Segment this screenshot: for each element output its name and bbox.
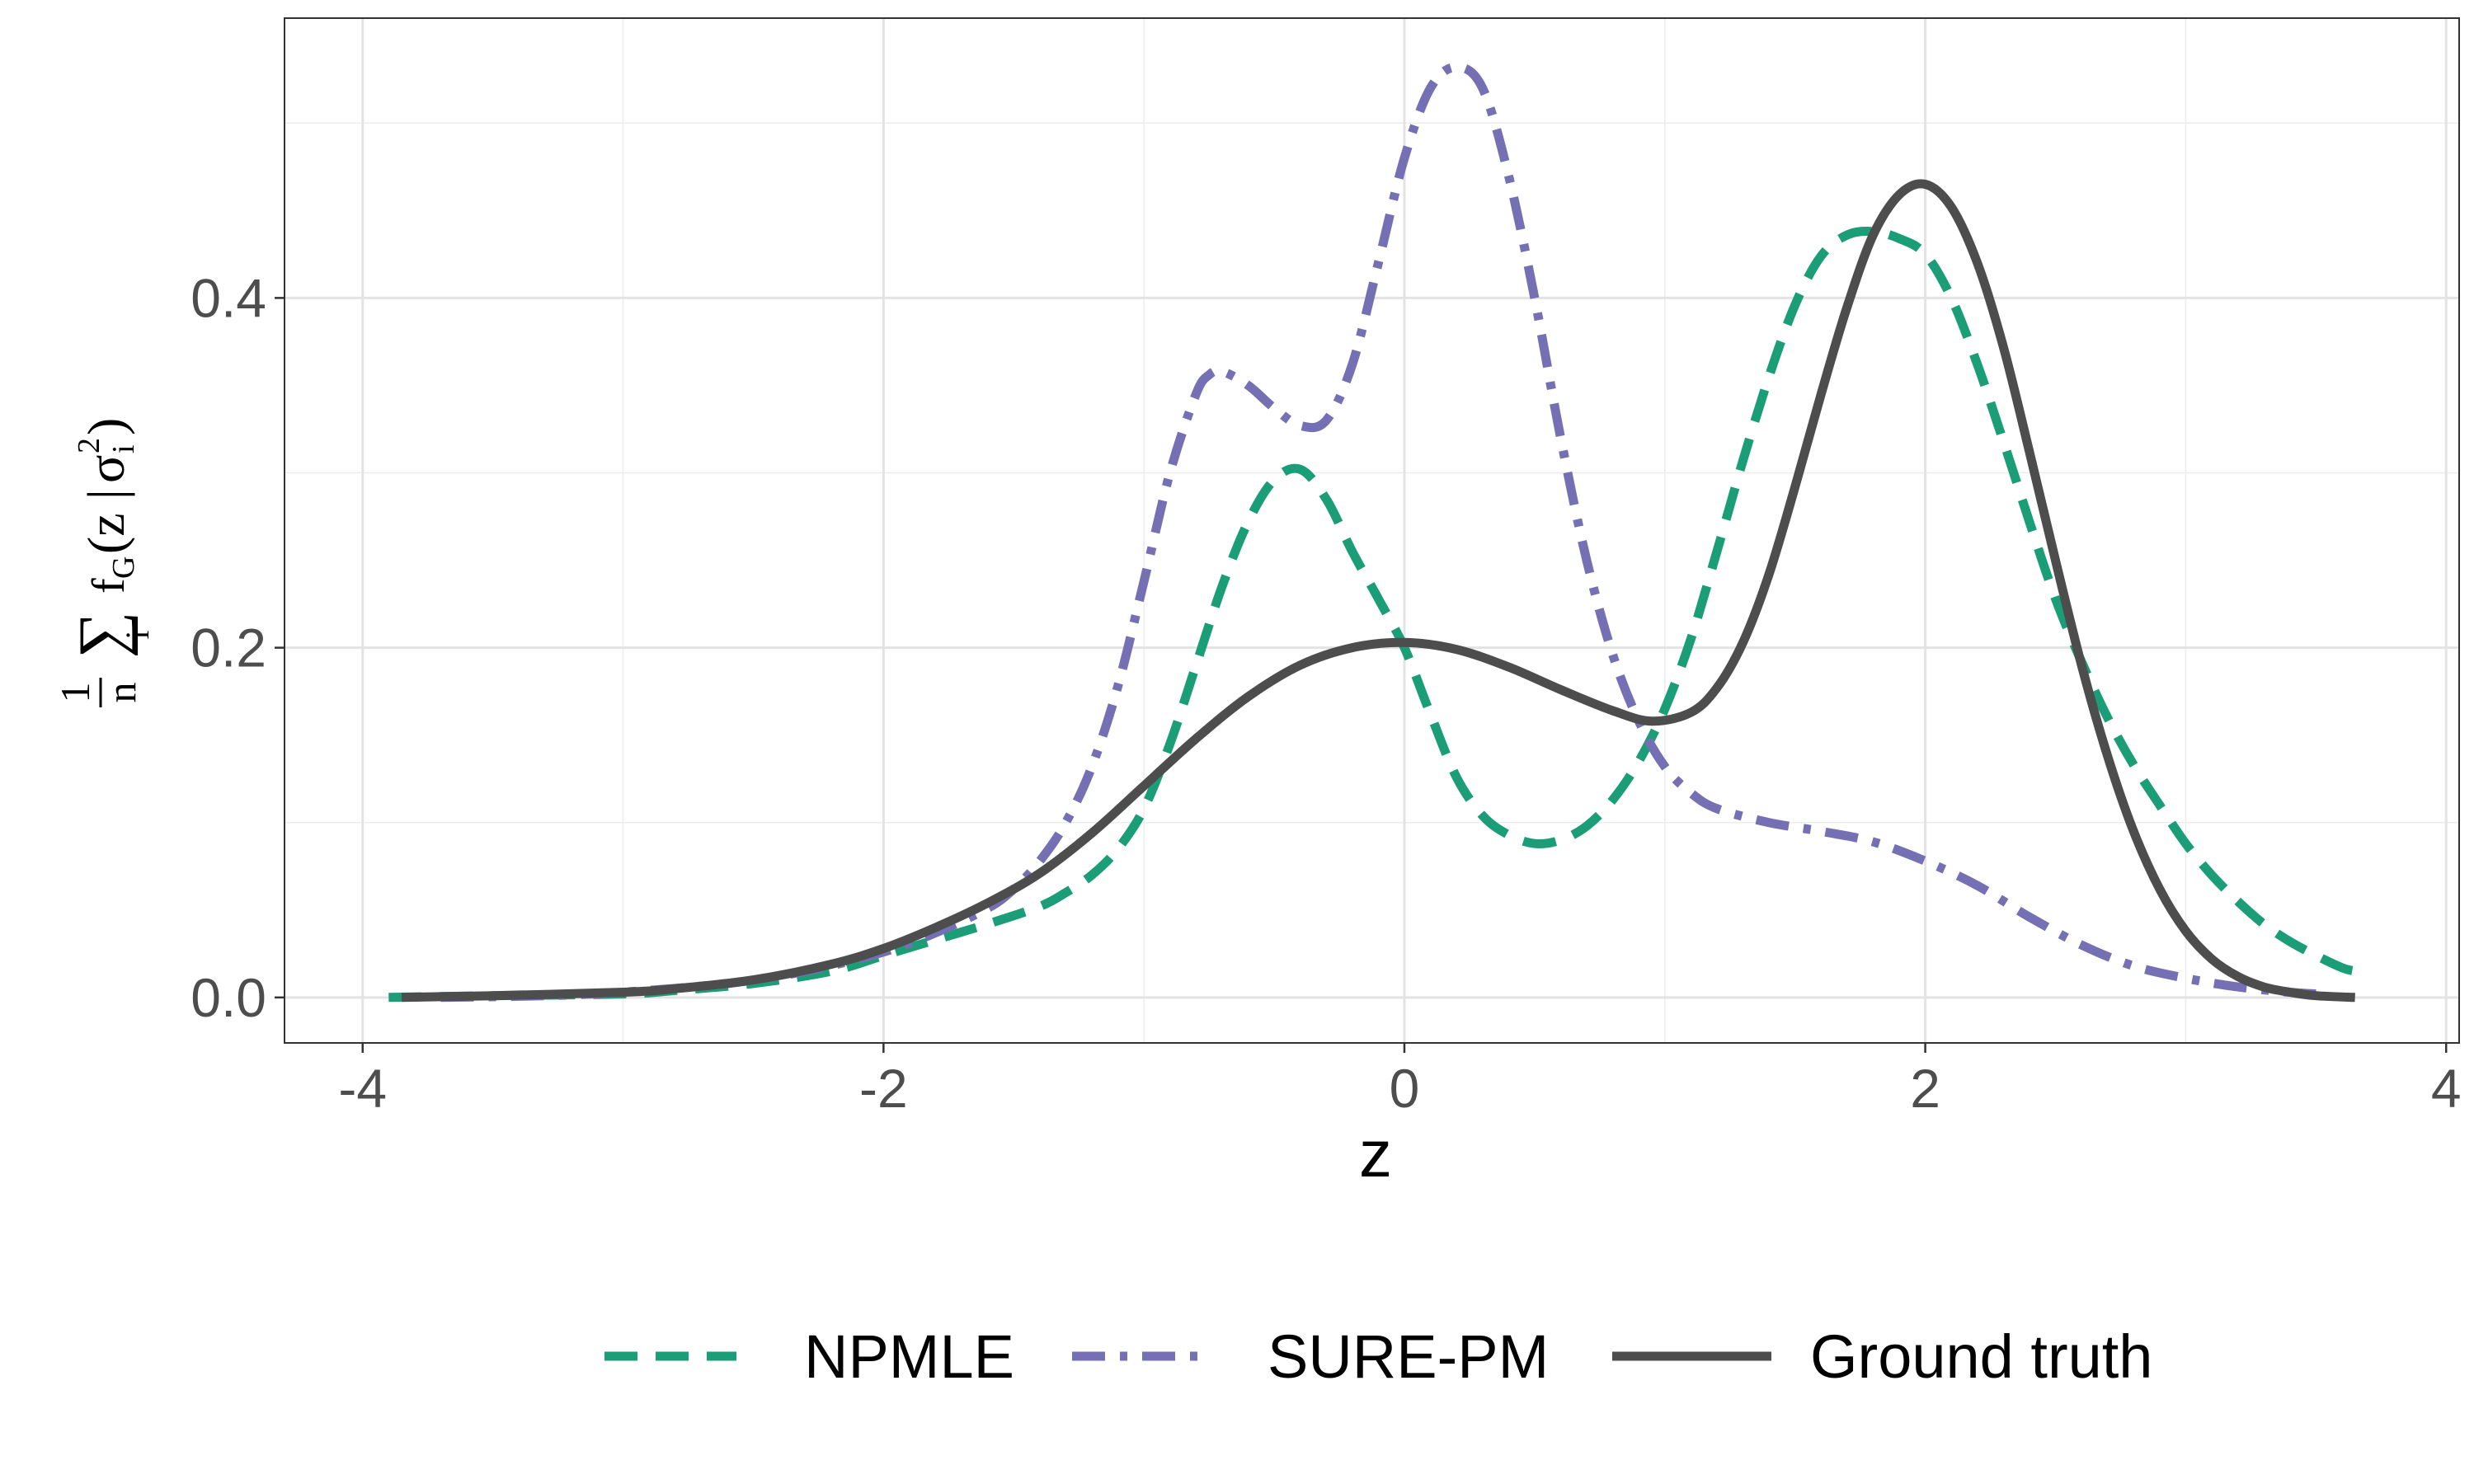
y-title-sigma-superscript: 2 xyxy=(72,438,106,453)
legend: NPMLE SURE-PM Ground truth xyxy=(604,1322,2152,1391)
x-tick-label: 4 xyxy=(2431,1058,2462,1119)
y-title-sum-symbol: ∑ xyxy=(66,611,139,658)
x-tick-label: -2 xyxy=(859,1058,908,1119)
y-axis-ticks: 0.0 0.2 0.4 xyxy=(190,267,285,1028)
y-tick-label: 0.2 xyxy=(190,618,266,679)
x-axis-title: z xyxy=(1359,1117,1392,1190)
legend-label-ground-truth: Ground truth xyxy=(1810,1322,2152,1391)
x-tick-label: -4 xyxy=(338,1058,387,1119)
y-title-numerator: 1 xyxy=(52,683,98,703)
y-title-f-subscript: G xyxy=(106,556,141,579)
y-title-bar: | xyxy=(77,489,135,500)
x-axis-ticks: -4 -2 0 2 4 xyxy=(338,1043,2462,1119)
y-tick-label: 0.4 xyxy=(190,267,266,328)
x-tick-label: 2 xyxy=(1910,1058,1940,1119)
y-title-sum-index: i xyxy=(119,630,156,639)
series-lines xyxy=(388,62,2357,1003)
y-title-close: ) xyxy=(77,418,135,435)
y-title-open: (z xyxy=(77,513,135,554)
y-title-f: f xyxy=(83,578,134,594)
y-tick-label: 0.0 xyxy=(190,967,266,1028)
legend-label-sure-pm: SURE-PM xyxy=(1268,1322,1549,1391)
y-title-sigma: σ xyxy=(77,455,135,484)
legend-label-npmle: NPMLE xyxy=(804,1322,1014,1391)
y-title-denominator: n xyxy=(98,683,144,703)
x-tick-label: 0 xyxy=(1390,1058,1420,1119)
series-line-ground-truth xyxy=(402,179,2355,1003)
plot-panel-border xyxy=(284,17,2460,1044)
y-title-sigma-subscript: i xyxy=(106,444,141,453)
y-axis-title: 1 n ∑ i f G (z | σ i 2 ) xyxy=(52,418,156,707)
